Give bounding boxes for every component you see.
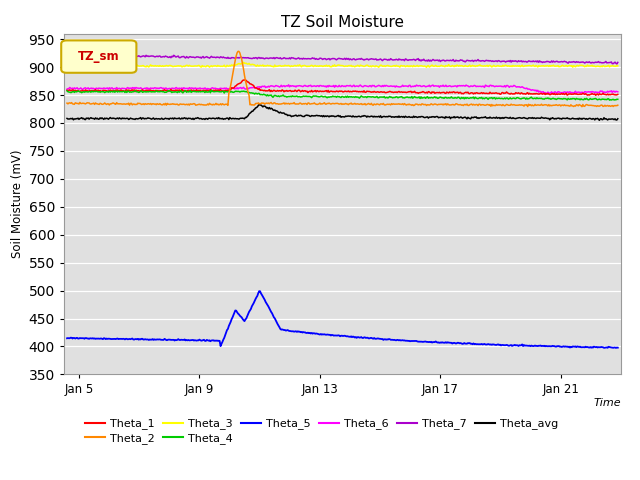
Theta_1 xyxy=(592,93,600,98)
Theta_7 xyxy=(161,53,169,59)
Theta_7 xyxy=(613,61,621,67)
Theta_1 xyxy=(432,90,440,96)
Theta_2 xyxy=(479,102,486,108)
Legend: Theta_1, Theta_2, Theta_3, Theta_4, Theta_5, Theta_6, Theta_7, Theta_avg: Theta_1, Theta_2, Theta_3, Theta_4, Thet… xyxy=(81,414,563,448)
Theta_4 xyxy=(205,89,212,95)
Theta_7 xyxy=(432,58,440,63)
Line: Theta_2: Theta_2 xyxy=(67,51,618,107)
Theta_avg xyxy=(432,114,440,120)
Theta_7 xyxy=(63,53,71,59)
Theta_3 xyxy=(240,60,248,65)
Theta_3 xyxy=(480,63,488,69)
Theta_5 xyxy=(432,338,440,344)
Theta_2 xyxy=(234,48,242,54)
Theta_5 xyxy=(479,342,486,348)
Theta_5 xyxy=(313,331,321,336)
Theta_1 xyxy=(205,87,212,93)
Line: Theta_avg: Theta_avg xyxy=(67,105,618,120)
Theta_6 xyxy=(614,89,621,95)
Theta_4 xyxy=(479,96,486,102)
Line: Theta_7: Theta_7 xyxy=(67,55,618,64)
Theta_3 xyxy=(205,63,212,69)
Theta_6 xyxy=(205,86,212,92)
Theta_6 xyxy=(63,86,71,92)
Theta_6 xyxy=(432,83,440,89)
Theta_6 xyxy=(479,84,486,89)
Theta_4 xyxy=(161,90,168,96)
Theta_avg xyxy=(479,115,486,120)
Theta_5 xyxy=(388,337,396,343)
Theta_1 xyxy=(479,91,486,96)
Text: Time: Time xyxy=(593,398,621,408)
Theta_3 xyxy=(313,63,321,69)
Theta_5 xyxy=(614,345,621,350)
Theta_4 xyxy=(313,94,321,99)
Theta_2 xyxy=(313,102,321,108)
Line: Theta_4: Theta_4 xyxy=(67,90,618,100)
Theta_2 xyxy=(161,102,168,108)
Theta_5 xyxy=(612,345,620,351)
Theta_avg xyxy=(63,116,71,121)
Theta_1 xyxy=(241,77,249,83)
Theta_4 xyxy=(614,96,621,102)
Title: TZ Soil Moisture: TZ Soil Moisture xyxy=(281,15,404,30)
Theta_7 xyxy=(313,56,321,62)
Theta_avg xyxy=(614,116,621,121)
Theta_4 xyxy=(432,95,440,101)
Line: Theta_3: Theta_3 xyxy=(67,62,618,67)
Theta_2 xyxy=(432,101,440,107)
Theta_avg xyxy=(161,116,168,122)
Theta_3 xyxy=(388,63,396,69)
FancyBboxPatch shape xyxy=(61,40,136,73)
Theta_5 xyxy=(63,336,71,341)
Theta_4 xyxy=(63,88,71,94)
Theta_1 xyxy=(313,88,321,94)
Theta_3 xyxy=(433,63,440,69)
Theta_7 xyxy=(65,52,73,58)
Theta_2 xyxy=(578,104,586,109)
Theta_2 xyxy=(614,102,621,108)
Theta_5 xyxy=(161,336,168,342)
Theta_1 xyxy=(614,92,621,97)
Theta_4 xyxy=(388,95,396,101)
Theta_2 xyxy=(63,100,71,106)
Theta_5 xyxy=(205,338,212,344)
Theta_6 xyxy=(542,91,550,97)
Theta_7 xyxy=(479,58,486,63)
Theta_6 xyxy=(313,83,321,89)
Theta_4 xyxy=(207,87,215,93)
Theta_1 xyxy=(63,87,71,93)
Theta_7 xyxy=(614,60,621,65)
Theta_avg xyxy=(255,102,263,108)
Theta_6 xyxy=(161,86,168,92)
Theta_2 xyxy=(205,102,212,108)
Theta_5 xyxy=(255,288,263,294)
Theta_avg xyxy=(596,118,604,123)
Theta_1 xyxy=(388,89,396,95)
Theta_2 xyxy=(388,101,396,107)
Theta_avg xyxy=(205,116,212,121)
Theta_3 xyxy=(614,63,621,69)
Theta_7 xyxy=(388,57,396,63)
Y-axis label: Soil Moisture (mV): Soil Moisture (mV) xyxy=(12,150,24,258)
Theta_6 xyxy=(285,82,292,88)
Text: TZ_sm: TZ_sm xyxy=(77,50,119,63)
Theta_3 xyxy=(422,64,430,70)
Theta_3 xyxy=(161,63,168,69)
Line: Theta_1: Theta_1 xyxy=(67,80,618,96)
Theta_7 xyxy=(205,55,213,61)
Theta_6 xyxy=(388,84,396,89)
Theta_avg xyxy=(388,114,396,120)
Theta_4 xyxy=(605,97,613,103)
Line: Theta_5: Theta_5 xyxy=(67,291,618,348)
Theta_avg xyxy=(313,112,321,118)
Theta_1 xyxy=(161,87,168,93)
Line: Theta_6: Theta_6 xyxy=(67,85,618,94)
Theta_3 xyxy=(63,63,71,69)
